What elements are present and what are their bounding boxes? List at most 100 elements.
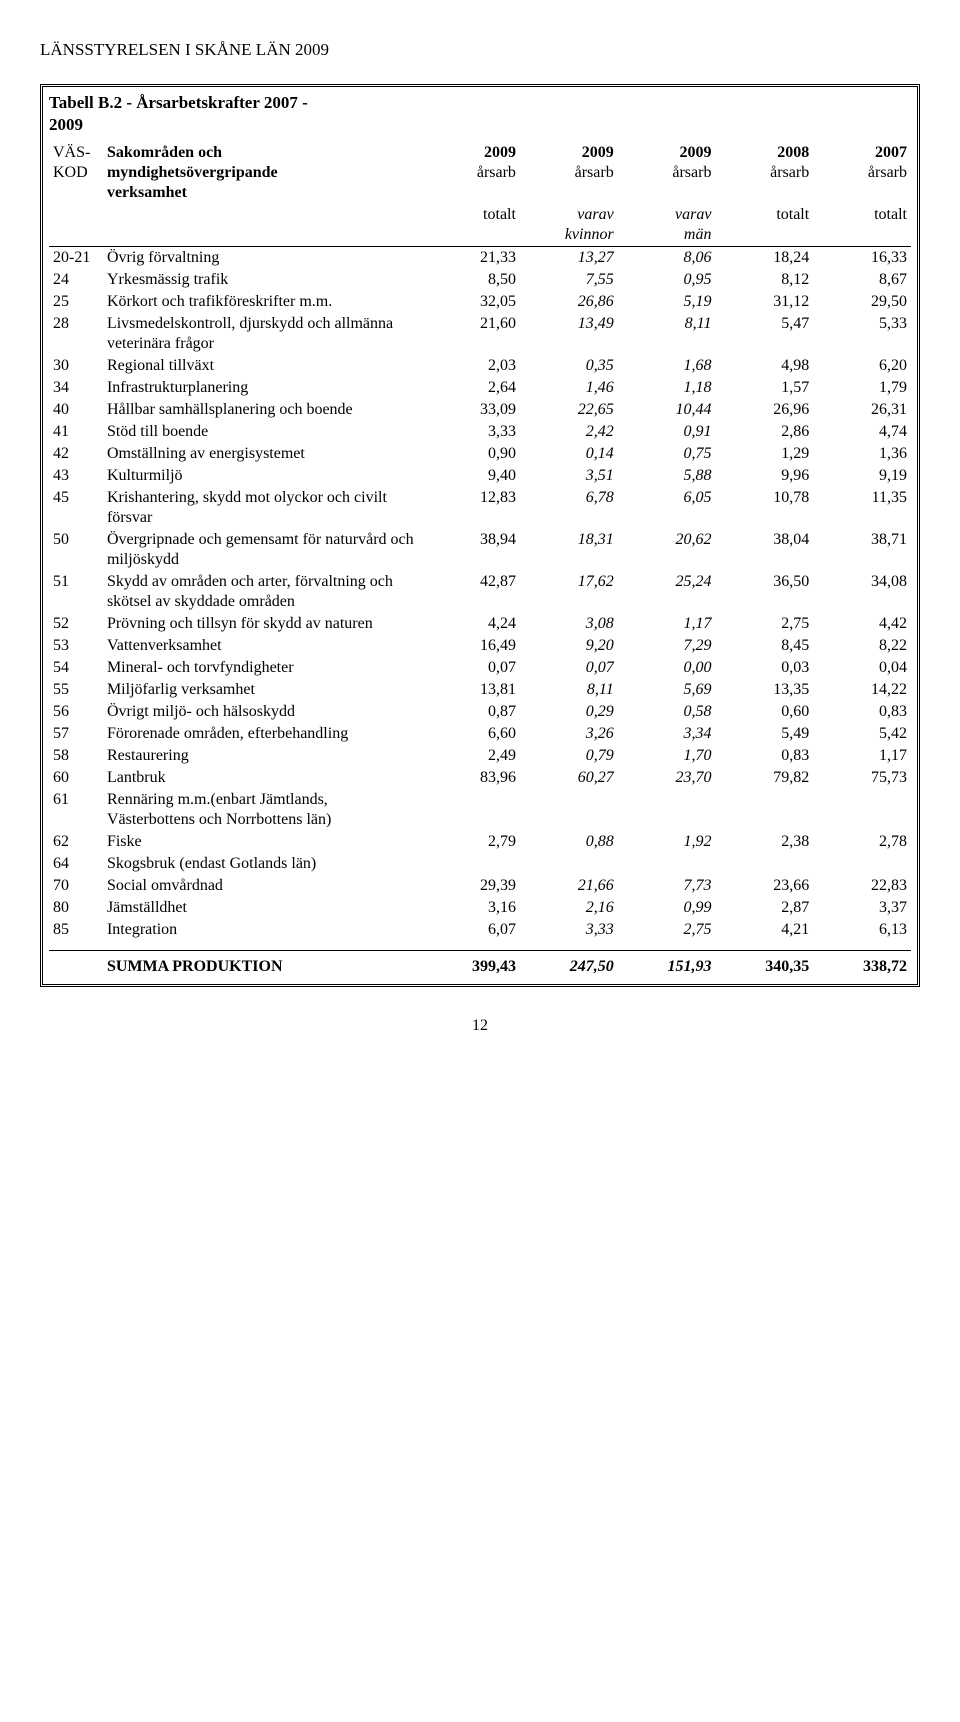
table-row: 24Yrkesmässig trafik8,507,550,958,128,67 xyxy=(49,269,911,291)
cell-value: 0,14 xyxy=(520,443,618,465)
cell-value: 2,87 xyxy=(715,897,813,919)
cell-value: 1,17 xyxy=(618,613,716,635)
cell-value: 10,78 xyxy=(715,487,813,529)
cell-code: 64 xyxy=(49,853,103,875)
cell-value: 25,24 xyxy=(618,571,716,613)
table-row: 54Mineral- och torvfyndigheter0,070,070,… xyxy=(49,657,911,679)
table-row: 53Vattenverksamhet16,499,207,298,458,22 xyxy=(49,635,911,657)
cell-value xyxy=(422,789,520,831)
cell-code: 24 xyxy=(49,269,103,291)
cell-value: 5,19 xyxy=(618,291,716,313)
table-row: 56Övrigt miljö- och hälsoskydd0,870,290,… xyxy=(49,701,911,723)
cell-name: Rennäring m.m.(enbart Jämtlands, Västerb… xyxy=(103,789,422,831)
table-row: 45Krishantering, skydd mot olyckor och c… xyxy=(49,487,911,529)
cell-name: Kulturmiljö xyxy=(103,465,422,487)
cell-value: 7,55 xyxy=(520,269,618,291)
table-row: 43Kulturmiljö9,403,515,889,969,19 xyxy=(49,465,911,487)
cell-value: 60,27 xyxy=(520,767,618,789)
cell-value: 0,29 xyxy=(520,701,618,723)
cell-value: 16,33 xyxy=(813,247,911,270)
cell-code: 61 xyxy=(49,789,103,831)
cell-name: Stöd till boende xyxy=(103,421,422,443)
cell-value: 16,49 xyxy=(422,635,520,657)
table-row: 50Övergripnade och gemensamt för naturvå… xyxy=(49,529,911,571)
cell-name: Omställning av energisystemet xyxy=(103,443,422,465)
th-sub-totalt2: totalt xyxy=(715,204,813,247)
cell-value: 4,74 xyxy=(813,421,911,443)
cell-value: 2,42 xyxy=(520,421,618,443)
cell-value: 31,12 xyxy=(715,291,813,313)
cell-value: 2,49 xyxy=(422,745,520,767)
cell-name: Social omvårdnad xyxy=(103,875,422,897)
table-body: 20-21Övrig förvaltning21,3313,278,0618,2… xyxy=(49,247,911,979)
cell-value: 4,24 xyxy=(422,613,520,635)
table-row: 64Skogsbruk (endast Gotlands län) xyxy=(49,853,911,875)
cell-value: 83,96 xyxy=(422,767,520,789)
cell-value: 5,33 xyxy=(813,313,911,355)
cell-value: 0,00 xyxy=(618,657,716,679)
cell-code: 57 xyxy=(49,723,103,745)
cell-value: 8,11 xyxy=(618,313,716,355)
cell-code: 28 xyxy=(49,313,103,355)
th-sub-name xyxy=(103,204,422,247)
table-row: 52Prövning och tillsyn för skydd av natu… xyxy=(49,613,911,635)
cell-sum-value: 338,72 xyxy=(813,951,911,979)
cell-value: 29,39 xyxy=(422,875,520,897)
table-row: 34Infrastrukturplanering2,641,461,181,57… xyxy=(49,377,911,399)
cell-value: 36,50 xyxy=(715,571,813,613)
cell-value: 32,05 xyxy=(422,291,520,313)
table-row: 61Rennäring m.m.(enbart Jämtlands, Väste… xyxy=(49,789,911,831)
cell-value: 14,22 xyxy=(813,679,911,701)
cell-code: 55 xyxy=(49,679,103,701)
cell-name: Jämställdhet xyxy=(103,897,422,919)
table-row: 58Restaurering2,490,791,700,831,17 xyxy=(49,745,911,767)
cell-name: Yrkesmässig trafik xyxy=(103,269,422,291)
cell-value: 1,36 xyxy=(813,443,911,465)
cell-value: 8,06 xyxy=(618,247,716,270)
table-row: 42Omställning av energisystemet0,900,140… xyxy=(49,443,911,465)
cell-name: Restaurering xyxy=(103,745,422,767)
cell-value: 13,27 xyxy=(520,247,618,270)
cell-value: 8,50 xyxy=(422,269,520,291)
cell-code: 30 xyxy=(49,355,103,377)
cell-code: 40 xyxy=(49,399,103,421)
cell-value: 3,34 xyxy=(618,723,716,745)
table-row: 70Social omvårdnad29,3921,667,7323,6622,… xyxy=(49,875,911,897)
cell-value: 2,38 xyxy=(715,831,813,853)
cell-value: 26,96 xyxy=(715,399,813,421)
cell-code: 50 xyxy=(49,529,103,571)
cell-value xyxy=(520,789,618,831)
cell-value: 1,70 xyxy=(618,745,716,767)
cell-name: Livsmedelskontroll, djurskydd och allmän… xyxy=(103,313,422,355)
cell-value: 13,35 xyxy=(715,679,813,701)
cell-value: 0,79 xyxy=(520,745,618,767)
cell-value: 2,86 xyxy=(715,421,813,443)
cell-value: 11,35 xyxy=(813,487,911,529)
cell-code: 52 xyxy=(49,613,103,635)
table-row: 41Stöd till boende3,332,420,912,864,74 xyxy=(49,421,911,443)
cell-value: 8,45 xyxy=(715,635,813,657)
cell-value: 5,47 xyxy=(715,313,813,355)
cell-value: 8,11 xyxy=(520,679,618,701)
cell-name: Krishantering, skydd mot olyckor och civ… xyxy=(103,487,422,529)
cell-value: 3,26 xyxy=(520,723,618,745)
cell-value: 33,09 xyxy=(422,399,520,421)
cell-value: 5,88 xyxy=(618,465,716,487)
cell-value xyxy=(813,789,911,831)
cell-value: 0,83 xyxy=(715,745,813,767)
cell-value: 0,87 xyxy=(422,701,520,723)
cell-name: Prövning och tillsyn för skydd av nature… xyxy=(103,613,422,635)
cell-value: 21,60 xyxy=(422,313,520,355)
cell-name: Vattenverksamhet xyxy=(103,635,422,657)
cell-value: 22,83 xyxy=(813,875,911,897)
cell-code xyxy=(49,951,103,979)
cell-value: 4,42 xyxy=(813,613,911,635)
th-2009a: 2009årsarb xyxy=(422,141,520,204)
table-row: 55Miljöfarlig verksamhet13,818,115,6913,… xyxy=(49,679,911,701)
cell-value: 0,88 xyxy=(520,831,618,853)
cell-sum-value: 399,43 xyxy=(422,951,520,979)
cell-value: 3,16 xyxy=(422,897,520,919)
cell-value: 6,07 xyxy=(422,919,520,941)
cell-value: 9,96 xyxy=(715,465,813,487)
cell-code: 25 xyxy=(49,291,103,313)
